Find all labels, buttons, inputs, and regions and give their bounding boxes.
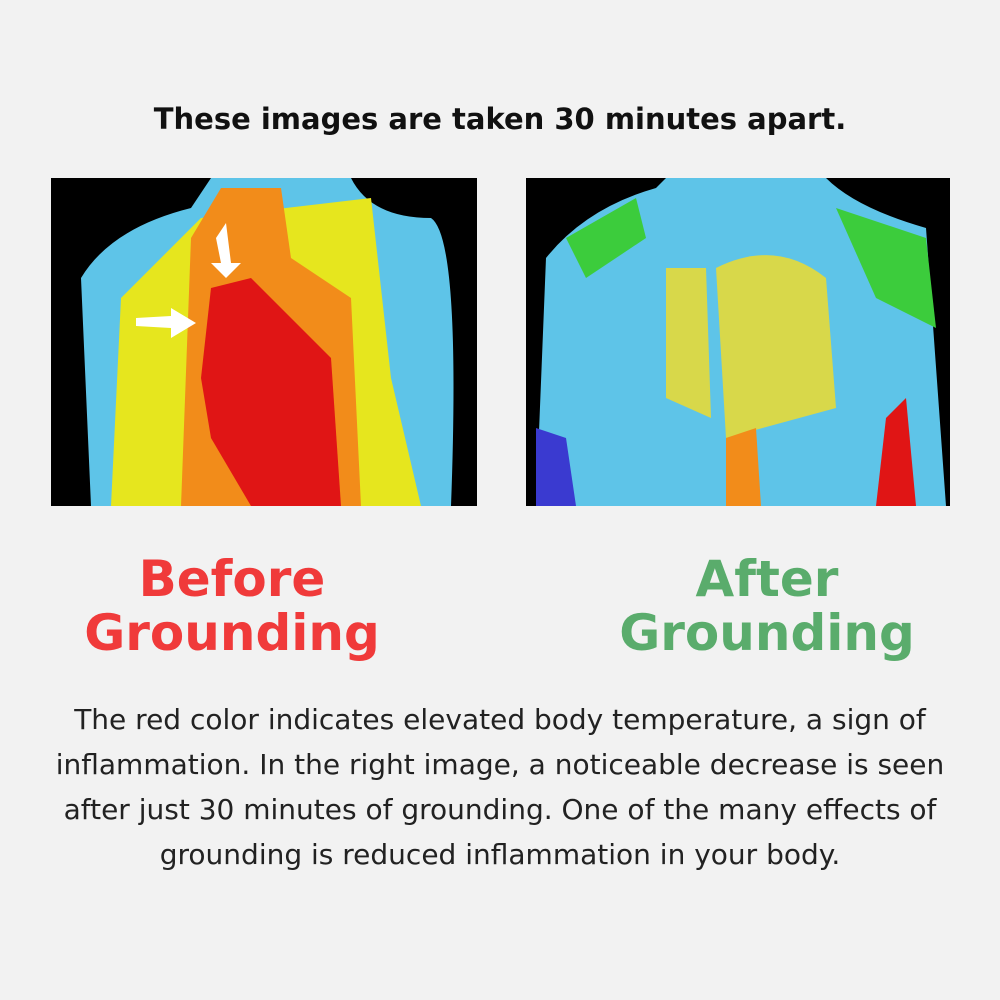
- after-line2: Grounding: [619, 604, 915, 662]
- thermal-image-before: [51, 178, 477, 506]
- before-label: Before Grounding: [22, 552, 442, 660]
- headline: These images are taken 30 minutes apart.: [153, 102, 847, 136]
- thermal-image-after: [526, 178, 950, 506]
- description: The red color indicates elevated body te…: [55, 703, 945, 871]
- before-line2: Grounding: [84, 604, 380, 662]
- after-label: After Grounding: [557, 552, 977, 660]
- after-line1: After: [695, 550, 839, 608]
- before-line1: Before: [138, 550, 326, 608]
